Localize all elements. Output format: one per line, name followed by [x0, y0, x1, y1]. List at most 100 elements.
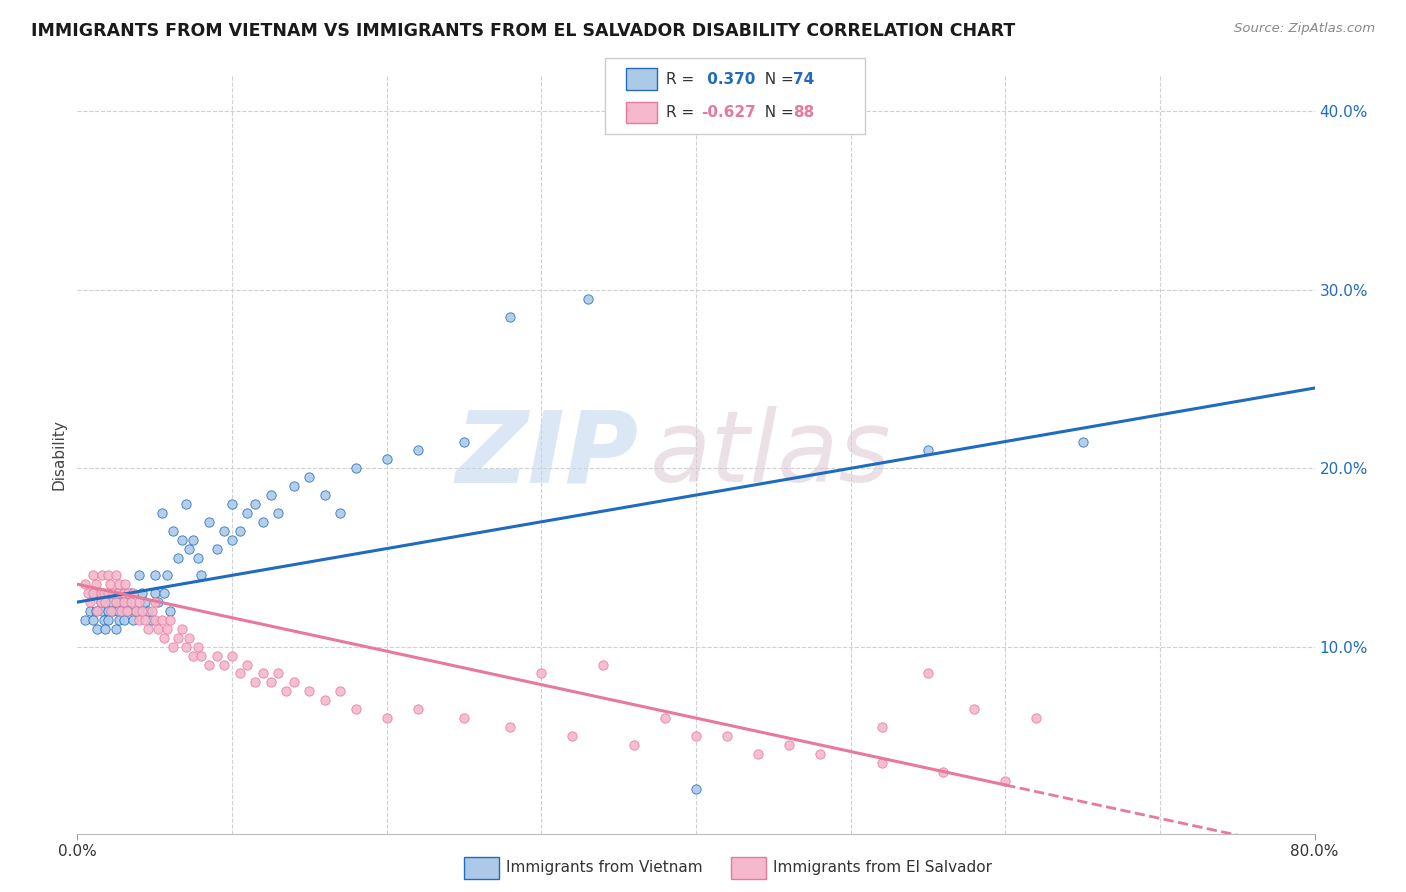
Point	[187, 550, 209, 565]
Point	[105, 622, 127, 636]
Point	[90, 595, 111, 609]
Point	[115, 595, 138, 609]
Point	[406, 702, 429, 716]
Point	[932, 764, 955, 779]
Point	[98, 577, 121, 591]
Point	[329, 684, 352, 698]
Point	[375, 452, 398, 467]
Point	[105, 595, 127, 609]
Text: N =: N =	[755, 71, 799, 87]
Point	[110, 604, 132, 618]
Point	[138, 622, 160, 636]
Point	[576, 292, 599, 306]
Point	[592, 657, 614, 672]
Point	[117, 604, 139, 618]
Point	[747, 747, 769, 761]
Y-axis label: Disability: Disability	[51, 419, 66, 491]
Point	[214, 524, 236, 538]
Point	[79, 604, 101, 618]
Point	[122, 586, 145, 600]
Text: Immigrants from El Salvador: Immigrants from El Salvador	[773, 861, 993, 875]
Point	[134, 595, 156, 609]
Text: R =: R =	[666, 71, 700, 87]
Point	[82, 613, 104, 627]
Point	[143, 586, 166, 600]
Point	[105, 586, 127, 600]
Point	[86, 622, 108, 636]
Point	[112, 613, 135, 627]
Point	[90, 586, 111, 600]
Point	[994, 773, 1017, 788]
Point	[82, 586, 104, 600]
Point	[153, 631, 176, 645]
Point	[870, 756, 893, 770]
Point	[156, 568, 179, 582]
Point	[131, 586, 153, 600]
Point	[252, 666, 274, 681]
Point	[117, 586, 139, 600]
Point	[375, 711, 398, 725]
Point	[172, 533, 194, 547]
Point	[138, 604, 160, 618]
Point	[530, 666, 553, 681]
Point	[77, 586, 100, 600]
Point	[183, 648, 205, 663]
Point	[159, 604, 181, 618]
Point	[167, 631, 190, 645]
Point	[141, 613, 163, 627]
Point	[128, 568, 150, 582]
Point	[152, 613, 174, 627]
Point	[153, 586, 176, 600]
Point	[146, 622, 169, 636]
Point	[499, 310, 522, 324]
Point	[298, 684, 321, 698]
Point	[84, 577, 107, 591]
Point	[91, 568, 114, 582]
Point	[870, 720, 893, 734]
Point	[172, 622, 194, 636]
Point	[187, 640, 209, 654]
Point	[685, 782, 707, 797]
Text: IMMIGRANTS FROM VIETNAM VS IMMIGRANTS FROM EL SALVADOR DISABILITY CORRELATION CH: IMMIGRANTS FROM VIETNAM VS IMMIGRANTS FR…	[31, 22, 1015, 40]
Point	[623, 738, 645, 752]
Point	[125, 604, 148, 618]
Point	[128, 595, 150, 609]
Point	[146, 595, 169, 609]
Point	[121, 595, 143, 609]
Point	[245, 675, 267, 690]
Point	[110, 595, 132, 609]
Point	[97, 586, 120, 600]
Text: N =: N =	[755, 105, 799, 120]
Point	[236, 657, 259, 672]
Text: atlas: atlas	[650, 407, 891, 503]
Point	[329, 506, 352, 520]
Point	[214, 657, 236, 672]
Point	[453, 434, 475, 449]
Point	[190, 648, 212, 663]
Point	[134, 613, 156, 627]
Point	[91, 604, 114, 618]
Text: R =: R =	[666, 105, 700, 120]
Point	[75, 613, 96, 627]
Point	[152, 506, 174, 520]
Point	[128, 613, 150, 627]
Point	[82, 568, 104, 582]
Point	[90, 595, 111, 609]
Point	[344, 461, 367, 475]
Point	[228, 666, 252, 681]
Point	[156, 622, 179, 636]
Point	[101, 586, 124, 600]
Point	[228, 524, 252, 538]
Point	[97, 613, 120, 627]
Point	[283, 675, 305, 690]
Point	[716, 729, 738, 743]
Point	[808, 747, 831, 761]
Point	[82, 586, 104, 600]
Point	[131, 604, 153, 618]
Text: Immigrants from Vietnam: Immigrants from Vietnam	[506, 861, 703, 875]
Text: -0.627: -0.627	[702, 105, 756, 120]
Point	[94, 595, 117, 609]
Point	[101, 604, 124, 618]
Point	[108, 613, 131, 627]
Point	[86, 604, 108, 618]
